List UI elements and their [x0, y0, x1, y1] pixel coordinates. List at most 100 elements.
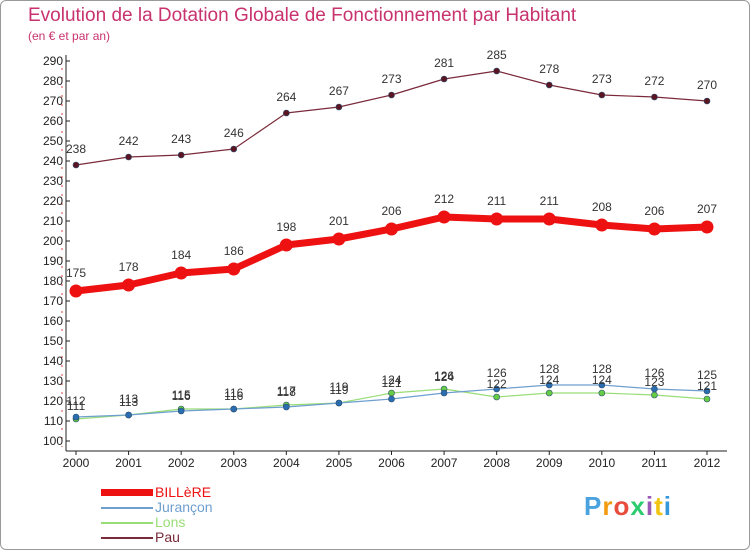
data-label: 119 [329, 383, 348, 397]
x-tick-label: 2010 [588, 456, 615, 470]
y-tick-label: 150 [43, 334, 63, 348]
legend-label: BILLèRE [155, 484, 212, 500]
data-label: 264 [276, 90, 296, 104]
x-tick-label: 2009 [536, 456, 563, 470]
y-tick-label: 230 [43, 174, 63, 188]
legend-swatch [101, 489, 153, 496]
data-point [490, 212, 504, 226]
y-tick-label: 240 [43, 154, 63, 168]
data-label: 128 [592, 362, 612, 376]
data-point [388, 395, 395, 403]
data-point [388, 91, 395, 99]
y-tick-label: 280 [43, 74, 63, 88]
data-point [647, 222, 661, 236]
data-label: 115 [172, 388, 191, 402]
data-label: 175 [66, 266, 86, 280]
legend-label: Pau [155, 529, 180, 545]
data-label: 201 [329, 214, 349, 228]
data-point [174, 266, 188, 280]
data-label: 116 [224, 389, 243, 403]
data-label: 121 [381, 376, 401, 390]
data-point [122, 278, 136, 292]
data-label: 122 [487, 377, 507, 391]
data-point [335, 399, 343, 407]
y-tick-label: 120 [43, 394, 63, 408]
x-tick-label: 2005 [326, 456, 353, 470]
legend-item: BILLèRE [101, 485, 213, 500]
data-point [703, 395, 711, 403]
x-tick-label: 2007 [431, 456, 458, 470]
data-point [72, 161, 80, 169]
chart-title: Evolution de la Dotation Globale de Fonc… [28, 5, 577, 26]
data-point [703, 97, 711, 105]
data-point [598, 91, 606, 99]
data-label: 246 [224, 126, 244, 140]
legend-swatch [101, 536, 153, 539]
data-label: 267 [329, 84, 349, 98]
data-point [283, 109, 290, 117]
y-tick-label: 140 [43, 354, 63, 368]
data-label: 184 [171, 248, 191, 262]
data-point [177, 151, 185, 159]
data-point [545, 381, 553, 389]
data-label: 285 [487, 48, 507, 62]
data-point [493, 393, 500, 401]
data-label: 113 [119, 395, 138, 409]
y-tick-label: 200 [43, 234, 63, 248]
axes: 100 110 120 130 140 150 160 170 180 190 200 210 220 2… [43, 54, 727, 470]
data-label: 111 [67, 399, 86, 413]
data-point [545, 389, 553, 397]
data-label: 207 [697, 202, 717, 216]
data-label: 126 [487, 366, 507, 380]
data-label: 124 [592, 373, 612, 387]
y-tick-label: 100 [43, 434, 63, 448]
x-tick-label: 2003 [220, 456, 247, 470]
data-labels-layer: 175 178 184 186 198 201 206 212 211 211 208 206 207 1… [66, 48, 717, 413]
data-label: 128 [539, 362, 559, 376]
legend-swatch [101, 521, 153, 524]
data-label: 116 [224, 386, 243, 400]
y-tick-label: 160 [43, 314, 63, 328]
data-point [125, 153, 132, 161]
data-label: 124 [539, 373, 559, 387]
data-point [493, 385, 500, 393]
data-label: 208 [592, 200, 612, 214]
x-tick-label: 2004 [273, 456, 300, 470]
legend-label: Jurançon [155, 499, 213, 515]
data-point [493, 67, 500, 75]
y-tick-label: 210 [43, 214, 63, 228]
data-label: 270 [697, 78, 717, 92]
data-label: 126 [644, 366, 664, 380]
data-label: 206 [644, 204, 664, 218]
proxiti-logo: Proxiti [584, 491, 672, 521]
data-label: 273 [592, 72, 612, 86]
y-tick-label: 260 [43, 114, 63, 128]
y-tick-label: 190 [43, 254, 63, 268]
data-label: 238 [66, 142, 86, 156]
data-point [542, 212, 556, 226]
data-point [125, 411, 132, 419]
y-tick-label: 170 [43, 294, 63, 308]
data-point [227, 262, 241, 276]
series-layer [69, 67, 714, 423]
x-tick-label: 2012 [694, 456, 721, 470]
data-label: 178 [119, 260, 139, 274]
data-label: 126 [434, 369, 454, 383]
data-point [440, 389, 448, 397]
x-tick-label: 2001 [115, 456, 142, 470]
data-point [279, 238, 293, 252]
y-tick-label: 220 [43, 194, 63, 208]
data-point [651, 93, 658, 101]
data-label: 206 [381, 204, 401, 218]
data-label: 198 [276, 220, 296, 234]
data-point [703, 387, 711, 395]
data-label: 212 [434, 192, 454, 206]
data-point [598, 389, 606, 397]
data-point [335, 103, 343, 111]
x-tick-label: 2006 [378, 456, 405, 470]
data-point [440, 75, 448, 83]
data-label: 121 [697, 379, 717, 393]
data-label: 124 [381, 373, 401, 387]
data-label: 272 [644, 74, 664, 88]
data-label: 273 [381, 72, 401, 86]
